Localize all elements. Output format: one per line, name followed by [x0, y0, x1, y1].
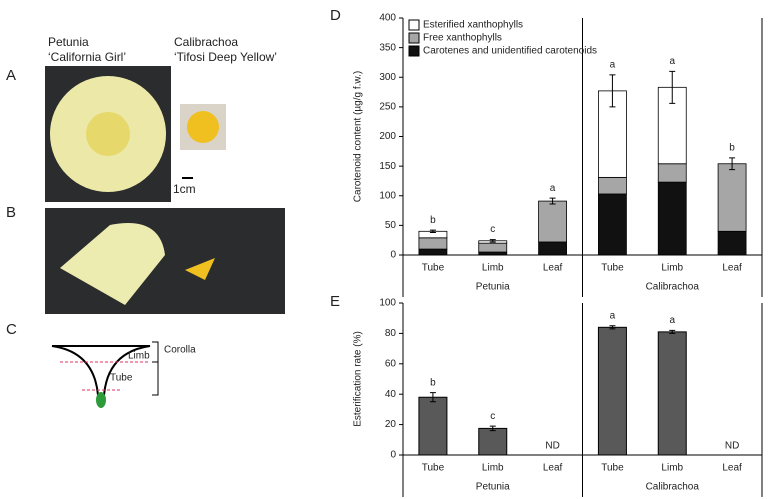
- y-tick-label: 80: [385, 328, 397, 339]
- bar-segment: [418, 237, 448, 250]
- group-label: Petunia: [476, 282, 510, 293]
- bar: [418, 396, 448, 456]
- bar-segment: [538, 200, 567, 243]
- bar-segment: [598, 176, 627, 195]
- significance-letter: b: [729, 142, 735, 153]
- panel-label: B: [6, 204, 16, 221]
- significance-letter: a: [669, 315, 675, 326]
- x-tick-label: Leaf: [722, 263, 742, 274]
- bar: [478, 427, 508, 456]
- y-tick-label: 300: [379, 72, 396, 83]
- x-tick-label: Tube: [422, 263, 445, 274]
- flower: [187, 111, 219, 143]
- bar-segment: [538, 241, 567, 256]
- axis-frame: [402, 18, 763, 297]
- y-tick-label: 60: [385, 358, 397, 369]
- x-tick-label: Limb: [661, 263, 683, 274]
- bar-segment: [418, 248, 448, 256]
- legend-swatch: [408, 45, 420, 57]
- error-bar: [489, 239, 496, 243]
- significance-letter: a: [550, 183, 556, 194]
- caption: ‘Tifosi Deep Yellow’: [174, 50, 277, 64]
- legend-swatch: [408, 32, 420, 44]
- diagram-label: Tube: [110, 373, 133, 384]
- bracket: [152, 341, 159, 396]
- x-tick-label: Leaf: [543, 463, 563, 474]
- y-tick-label: 150: [379, 161, 396, 172]
- y-tick-label: 100: [379, 190, 396, 201]
- panel-label: D: [330, 7, 341, 24]
- y-axis-label: Carotenoid content (µg/g f.w.): [353, 71, 364, 202]
- y-tick-label: 20: [385, 419, 397, 430]
- y-axis-label: Esterification rate (%): [353, 331, 364, 427]
- diagram-label: Corolla: [164, 345, 196, 356]
- significance-letter: a: [669, 56, 675, 67]
- significance-letter: c: [490, 411, 495, 422]
- panel-label: A: [6, 67, 16, 84]
- caption: ‘California Girl’: [48, 50, 126, 64]
- y-tick-label: 200: [379, 131, 396, 142]
- flower-center: [86, 112, 130, 156]
- bar: [597, 326, 627, 456]
- significance-letter: a: [610, 60, 616, 71]
- x-tick-label: Limb: [482, 463, 504, 474]
- significance-letter: b: [430, 377, 436, 388]
- y-tick-label: 350: [379, 42, 396, 53]
- axis-frame: [402, 303, 763, 497]
- error-bar: [669, 329, 676, 334]
- error-bar: [729, 157, 736, 171]
- y-tick-label: 250: [379, 102, 396, 113]
- x-tick-label: Limb: [482, 263, 504, 274]
- legend-label: Free xanthophylls: [423, 33, 502, 44]
- scale-label: 1cm: [173, 182, 196, 196]
- error-bar: [489, 425, 496, 432]
- group-label: Calibrachoa: [646, 482, 700, 493]
- group-label: Calibrachoa: [646, 282, 700, 293]
- y-tick-label: 400: [379, 13, 396, 24]
- caption: Calibrachoa: [174, 35, 238, 49]
- bar-segment: [717, 230, 747, 256]
- panel-label: C: [6, 321, 17, 338]
- error-bar: [609, 325, 616, 330]
- y-tick-label: 0: [390, 450, 396, 461]
- diagram-label: Limb: [128, 351, 150, 362]
- bar: [657, 331, 687, 456]
- ovary: [96, 392, 106, 408]
- nd-label: ND: [725, 441, 739, 452]
- error-bar: [429, 392, 436, 403]
- bar-segment: [717, 163, 747, 232]
- caption: Petunia: [48, 35, 89, 49]
- x-tick-label: Leaf: [543, 263, 563, 274]
- bar-segment: [657, 181, 687, 256]
- y-tick-label: 0: [390, 250, 396, 261]
- legend-label: Esterified xanthophylls: [423, 20, 523, 31]
- x-tick-label: Leaf: [722, 463, 742, 474]
- bar-segment: [657, 163, 687, 183]
- error-bar: [609, 74, 616, 108]
- x-tick-label: Limb: [661, 463, 683, 474]
- legend-swatch: [408, 19, 420, 31]
- legend-label: Carotenes and unidentified carotenoids: [423, 46, 597, 57]
- significance-letter: a: [610, 310, 616, 321]
- bar-segment: [598, 193, 627, 256]
- error-bar: [429, 229, 436, 233]
- panel-label: E: [330, 293, 340, 310]
- significance-letter: b: [430, 215, 436, 226]
- flower: [185, 258, 215, 280]
- flower: [60, 223, 165, 305]
- group-label: Petunia: [476, 482, 510, 493]
- significance-letter: c: [490, 224, 495, 235]
- x-tick-label: Tube: [601, 463, 624, 474]
- bar-segment: [478, 242, 508, 253]
- y-tick-label: 50: [385, 220, 397, 231]
- error-bar: [669, 70, 676, 104]
- x-tick-label: Tube: [422, 463, 445, 474]
- nd-label: ND: [545, 441, 559, 452]
- error-bar: [549, 197, 556, 205]
- x-tick-label: Tube: [601, 263, 624, 274]
- y-tick-label: 40: [385, 389, 397, 400]
- y-tick-label: 100: [379, 298, 396, 309]
